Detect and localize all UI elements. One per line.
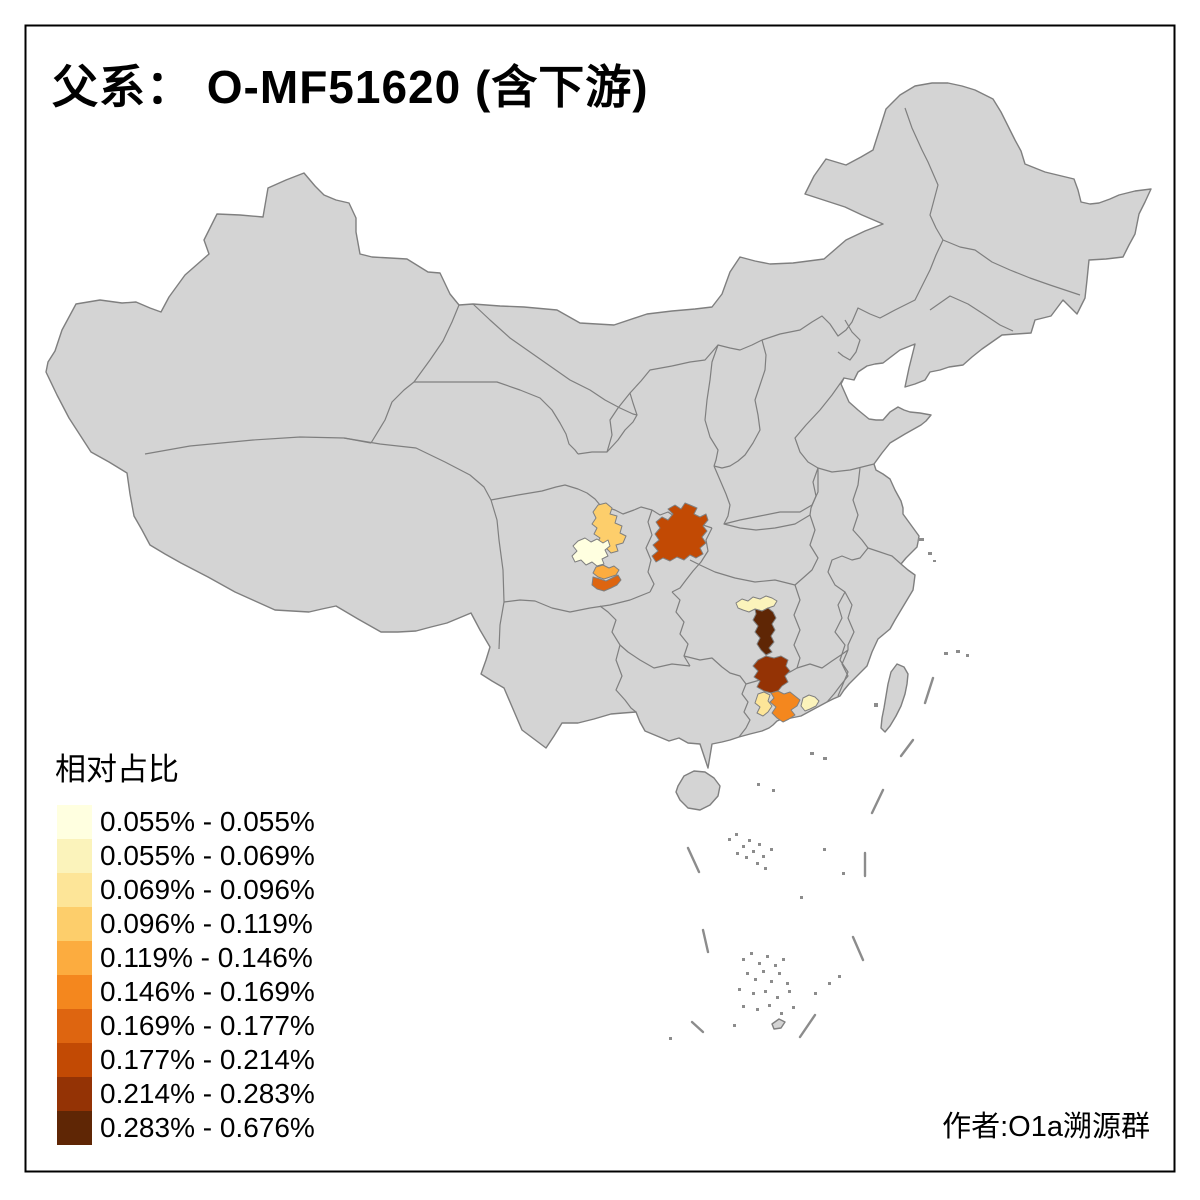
region-guangdong-central <box>769 690 801 723</box>
legend-swatch <box>57 1009 92 1043</box>
legend-label: 0.096% - 0.119% <box>100 908 313 939</box>
region-guangdong-east <box>800 694 820 712</box>
plot-frame <box>24 24 1176 1173</box>
region-sichuan-small-lower <box>591 574 622 592</box>
legend-swatch <box>57 907 92 941</box>
legend-swatch <box>57 839 92 873</box>
legend-swatch <box>57 873 92 907</box>
legend-title: 相对占比 <box>55 752 179 787</box>
legend-label: 0.177% - 0.214% <box>100 1044 315 1075</box>
legend-rows: 0.055% - 0.055%0.055% - 0.069%0.069% - 0… <box>57 805 315 1145</box>
legend-label: 0.169% - 0.177% <box>100 1010 315 1041</box>
nine-dash-line-segments <box>686 676 935 1039</box>
region-hunan-north-band <box>735 595 778 613</box>
page-title: 父系： O-MF51620 (含下游) <box>52 61 649 113</box>
province-borders <box>144 107 1081 738</box>
region-sichuan-small-upper <box>592 564 620 580</box>
region-chengdu-area <box>571 537 611 567</box>
legend-label: 0.069% - 0.096% <box>100 874 315 905</box>
region-chongqing <box>651 502 709 563</box>
legend-swatch <box>57 975 92 1009</box>
watermark: 作者:O1a溯源群 <box>942 1110 1150 1143</box>
legend-label: 0.055% - 0.069% <box>100 840 315 871</box>
sea-islands <box>669 538 969 1040</box>
region-guangdong-west <box>754 691 773 717</box>
hainan-island <box>675 770 721 811</box>
highlighted-regions <box>571 502 820 723</box>
legend-label: 0.119% - 0.146% <box>100 942 313 973</box>
region-hunan-central <box>752 607 777 656</box>
legend-swatch <box>57 1043 92 1077</box>
taiwan-island <box>880 663 909 733</box>
legend-label: 0.214% - 0.283% <box>100 1078 315 1109</box>
region-sichuan-north <box>591 502 627 554</box>
legend-swatch <box>57 941 92 975</box>
legend: 相对占比 0.055% - 0.055%0.055% - 0.069%0.069… <box>55 752 315 1145</box>
legend-label: 0.283% - 0.676% <box>100 1112 315 1143</box>
legend-label: 0.146% - 0.169% <box>100 976 315 1007</box>
region-guangdong-north <box>752 655 791 694</box>
legend-swatch <box>57 805 92 839</box>
mainland-outline <box>45 82 1152 769</box>
legend-label: 0.055% - 0.055% <box>100 806 315 837</box>
legend-swatch <box>57 1111 92 1145</box>
legend-swatch <box>57 1077 92 1111</box>
